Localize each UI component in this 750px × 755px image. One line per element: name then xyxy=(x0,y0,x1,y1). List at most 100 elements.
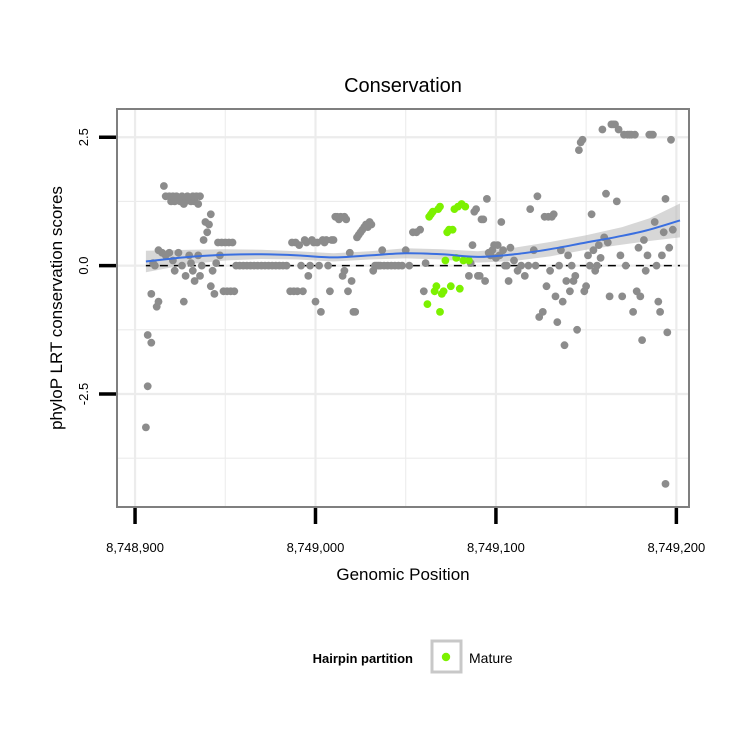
other-point xyxy=(345,248,354,257)
other-point xyxy=(656,308,664,316)
y-tick-label: -2.5 xyxy=(76,383,91,405)
other-point xyxy=(205,220,213,229)
other-point xyxy=(398,261,406,270)
other-point xyxy=(573,325,581,334)
other-point xyxy=(585,261,594,270)
mature-point xyxy=(448,225,457,234)
other-point xyxy=(567,261,576,270)
other-point xyxy=(621,261,630,270)
other-point xyxy=(282,261,291,270)
y-axis-label: phyloP LRT conservation scores xyxy=(47,186,66,430)
other-point xyxy=(643,251,652,260)
other-point xyxy=(636,292,645,301)
other-point xyxy=(551,292,560,301)
other-point xyxy=(483,195,491,203)
x-tick-label: 8,749,100 xyxy=(467,540,525,555)
x-tick-label: 8,749,200 xyxy=(647,540,705,555)
other-point xyxy=(603,238,612,247)
other-point xyxy=(618,292,627,301)
other-point xyxy=(649,130,657,139)
mature-point xyxy=(436,308,444,316)
other-point xyxy=(299,287,307,296)
other-point xyxy=(210,290,219,298)
other-point xyxy=(194,200,203,208)
other-point xyxy=(555,261,563,270)
other-point xyxy=(546,266,554,275)
other-point xyxy=(612,197,621,206)
other-point xyxy=(230,287,239,296)
other-point xyxy=(524,261,533,270)
other-point xyxy=(326,287,334,296)
x-tick-label: 8,748,900 xyxy=(106,540,164,555)
other-point xyxy=(650,218,659,226)
legend-mature-dot xyxy=(441,652,451,662)
other-point xyxy=(638,336,646,344)
other-point xyxy=(589,246,598,255)
mature-point xyxy=(459,256,468,265)
other-point xyxy=(154,297,163,306)
other-point xyxy=(616,251,625,260)
other-point xyxy=(472,205,480,214)
mature-point xyxy=(439,287,448,296)
chart-title: Conservation xyxy=(344,75,462,97)
legend-entry-mature: Mature xyxy=(469,650,513,666)
other-point xyxy=(654,297,663,306)
other-point xyxy=(531,261,540,270)
other-point xyxy=(174,248,183,257)
other-point xyxy=(181,272,190,280)
other-point xyxy=(497,218,506,226)
other-point xyxy=(315,261,323,270)
other-point xyxy=(475,272,484,280)
y-axis: -2.5 0.0 2.5 xyxy=(76,128,116,405)
other-point xyxy=(367,220,376,229)
other-point xyxy=(584,251,592,260)
other-point xyxy=(634,243,643,252)
other-point xyxy=(322,236,331,244)
other-point xyxy=(560,341,569,350)
other-point xyxy=(614,125,623,134)
other-point xyxy=(594,241,603,250)
other-point xyxy=(538,308,547,316)
other-point xyxy=(526,205,535,214)
other-point xyxy=(324,261,332,270)
y-tick-label: 0.0 xyxy=(76,257,91,275)
other-point xyxy=(142,423,150,432)
other-point xyxy=(499,246,507,255)
other-point xyxy=(549,210,558,219)
mature-point xyxy=(446,282,455,291)
other-point xyxy=(598,125,607,134)
other-point xyxy=(578,135,587,144)
other-point xyxy=(347,277,356,285)
other-point xyxy=(663,328,672,337)
mature-point xyxy=(441,256,450,265)
other-point xyxy=(562,277,571,285)
other-point xyxy=(593,261,601,270)
other-point xyxy=(340,266,349,275)
other-point xyxy=(304,272,313,280)
legend: Hairpin partition Mature xyxy=(313,639,513,674)
other-point xyxy=(465,272,473,280)
other-point xyxy=(196,272,204,280)
other-point xyxy=(520,272,529,280)
legend-title: Hairpin partition xyxy=(313,651,413,666)
other-point xyxy=(506,243,515,252)
other-point xyxy=(297,261,305,270)
other-point xyxy=(206,282,215,291)
other-point xyxy=(504,277,513,285)
other-point xyxy=(196,192,204,201)
other-point xyxy=(295,241,304,250)
other-point xyxy=(510,256,518,265)
other-point xyxy=(197,261,206,270)
other-point xyxy=(416,225,424,234)
other-point xyxy=(493,241,502,250)
mature-point xyxy=(465,256,473,265)
other-point xyxy=(405,261,414,270)
other-point xyxy=(401,246,410,255)
other-point xyxy=(208,266,217,275)
other-point xyxy=(602,189,610,198)
other-point xyxy=(661,480,670,488)
panel-border xyxy=(116,108,690,508)
other-point xyxy=(188,266,197,275)
